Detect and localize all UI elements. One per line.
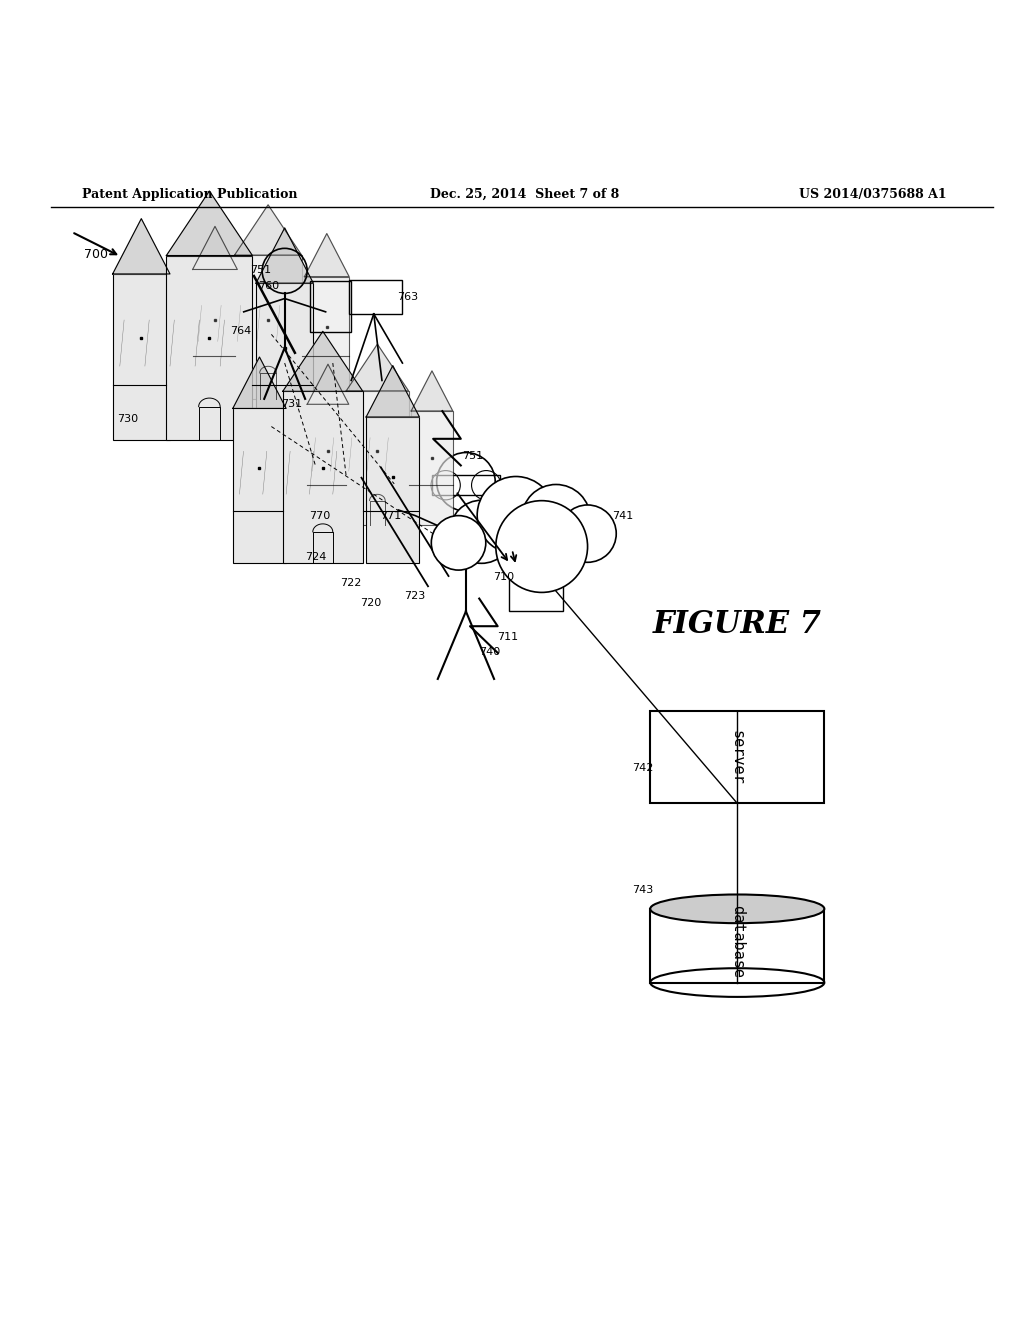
Polygon shape bbox=[193, 226, 238, 269]
Text: 711: 711 bbox=[498, 632, 518, 643]
Text: 771: 771 bbox=[381, 511, 401, 520]
Bar bbox=[367, 417, 420, 562]
Text: 751: 751 bbox=[251, 265, 271, 275]
Polygon shape bbox=[367, 366, 420, 417]
Bar bbox=[193, 269, 238, 399]
Bar bbox=[509, 544, 563, 611]
Text: 710: 710 bbox=[494, 572, 514, 582]
Circle shape bbox=[496, 500, 588, 593]
Text: 742: 742 bbox=[633, 763, 653, 772]
Bar bbox=[412, 411, 453, 524]
Text: 700: 700 bbox=[84, 248, 108, 261]
Bar bbox=[650, 909, 824, 982]
Polygon shape bbox=[307, 364, 349, 404]
Text: 723: 723 bbox=[404, 590, 425, 601]
Text: 743: 743 bbox=[633, 886, 653, 895]
Bar bbox=[232, 408, 286, 562]
Polygon shape bbox=[232, 356, 286, 408]
Text: Patent Application Publication: Patent Application Publication bbox=[82, 187, 297, 201]
Text: 730: 730 bbox=[118, 414, 138, 424]
Bar bbox=[432, 475, 500, 495]
Bar bbox=[307, 404, 349, 524]
Text: 763: 763 bbox=[397, 292, 418, 301]
Text: database: database bbox=[730, 906, 744, 978]
Text: 764: 764 bbox=[230, 326, 251, 337]
Circle shape bbox=[477, 477, 555, 554]
Text: US 2014/0375688 A1: US 2014/0375688 A1 bbox=[799, 187, 946, 201]
Bar bbox=[304, 277, 349, 399]
Text: 724: 724 bbox=[305, 552, 326, 561]
Polygon shape bbox=[283, 331, 362, 391]
Polygon shape bbox=[412, 371, 453, 411]
Bar bbox=[346, 391, 409, 524]
Ellipse shape bbox=[650, 895, 824, 923]
Text: FIGURE 7: FIGURE 7 bbox=[652, 609, 822, 640]
Text: 751: 751 bbox=[463, 451, 483, 461]
Text: 731: 731 bbox=[282, 399, 302, 409]
Polygon shape bbox=[166, 191, 252, 256]
Polygon shape bbox=[304, 234, 349, 277]
Polygon shape bbox=[256, 228, 313, 284]
Text: 741: 741 bbox=[612, 511, 633, 520]
Text: 740: 740 bbox=[479, 647, 500, 657]
Text: 770: 770 bbox=[309, 511, 330, 520]
Bar bbox=[283, 391, 362, 562]
Text: server: server bbox=[730, 730, 744, 784]
Circle shape bbox=[431, 516, 485, 570]
Bar bbox=[113, 275, 170, 440]
Bar bbox=[234, 255, 302, 399]
Text: 722: 722 bbox=[341, 578, 361, 589]
Bar bbox=[310, 281, 351, 333]
Text: 720: 720 bbox=[360, 598, 381, 607]
Polygon shape bbox=[234, 205, 302, 255]
Polygon shape bbox=[346, 345, 409, 391]
Text: 760: 760 bbox=[258, 281, 279, 292]
Bar bbox=[650, 711, 824, 804]
Polygon shape bbox=[113, 219, 170, 275]
Circle shape bbox=[450, 500, 513, 564]
Circle shape bbox=[559, 506, 616, 562]
Bar bbox=[349, 280, 402, 314]
Circle shape bbox=[521, 484, 591, 553]
Text: Dec. 25, 2014  Sheet 7 of 8: Dec. 25, 2014 Sheet 7 of 8 bbox=[430, 187, 620, 201]
Bar bbox=[166, 256, 252, 440]
Bar bbox=[256, 284, 313, 440]
